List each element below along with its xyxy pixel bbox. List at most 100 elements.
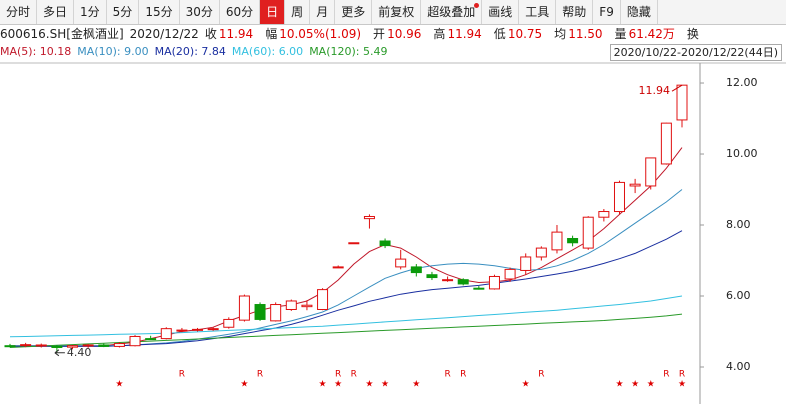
candle-body — [254, 304, 266, 320]
candle-body — [363, 215, 375, 220]
star-mark: ★ — [319, 380, 327, 390]
candle-body — [488, 275, 500, 290]
toolbar: 分时 多日 1分 5分 15分 30分 60分日周月更多 前复权 超级叠加 画线 工具 帮助 F9 隐藏 — [0, 0, 786, 25]
candle-body — [98, 344, 110, 347]
r-mark: R — [538, 370, 544, 380]
field-label: 量 — [614, 27, 627, 41]
candle-body — [582, 216, 594, 249]
toolbar-tab[interactable]: 分时 — [0, 0, 38, 24]
star-mark: ★ — [412, 380, 420, 390]
candle-body — [395, 258, 407, 268]
candle-body — [504, 268, 516, 280]
field-value: 11.94 — [447, 27, 482, 41]
quote-field: 高 11.94 — [433, 27, 487, 41]
field-label: 幅 — [265, 27, 278, 41]
star-mark: ★ — [240, 380, 248, 390]
y-tick-label: 6.00 — [726, 289, 751, 302]
field-value: 11.94 — [218, 27, 254, 41]
candle-body — [285, 300, 297, 310]
candle-body — [35, 344, 47, 347]
annotation: 4.40 — [67, 346, 92, 359]
annotation-arrow — [54, 349, 65, 357]
star-mark: ★ — [631, 380, 639, 390]
quote-date: 2020/12/22 — [129, 27, 199, 41]
toolbar-tab[interactable]: F9 — [593, 0, 621, 24]
ma-line — [10, 147, 683, 347]
date-range: 2020/10/22-2020/12/22(44日) — [609, 44, 782, 61]
toolbar-tab[interactable]: 前复权 — [372, 0, 422, 24]
y-tick-label: 12.00 — [726, 76, 758, 89]
quote-field: 均 11.50 — [554, 27, 608, 41]
star-mark: ★ — [615, 380, 623, 390]
quote-field: 低 10.75 — [494, 27, 548, 41]
candle-body — [4, 345, 16, 348]
toolbar-tab[interactable]: 1分 — [74, 0, 107, 24]
star-mark: ★ — [365, 380, 373, 390]
star-mark: ★ — [381, 380, 389, 390]
toolbar-tab[interactable]: 超级叠加 — [421, 0, 483, 24]
field-label: 高 — [433, 27, 446, 41]
field-value: 10.96 — [387, 27, 422, 41]
candle-body — [332, 266, 344, 269]
candle-body — [442, 279, 454, 282]
candle-body — [176, 329, 188, 332]
candle-body — [301, 304, 313, 308]
candle-body — [457, 279, 469, 285]
star-mark: ★ — [522, 380, 530, 390]
candle-body — [551, 231, 563, 251]
toolbar-tab[interactable]: 帮助 — [556, 0, 594, 24]
quote-info: 600616.SH[金枫酒业] 2020/12/22 收 11.94 幅 10.05%(1… — [0, 25, 713, 43]
quote-field: 收 11.94 — [205, 27, 259, 41]
toolbar-tab[interactable]: 更多 — [335, 0, 373, 24]
candle-body — [567, 238, 579, 244]
candle-body — [113, 343, 125, 347]
toolbar-tab[interactable]: 60分 — [220, 0, 261, 24]
toolbar-tab[interactable]: 月 — [310, 0, 336, 24]
star-mark: ★ — [334, 380, 342, 390]
annotation-line — [671, 84, 683, 92]
candle-body — [379, 240, 391, 247]
ma-line — [9, 313, 683, 348]
toolbar-tab[interactable]: 日 — [260, 0, 286, 24]
field-label: 低 — [493, 27, 506, 41]
candle-body — [660, 122, 672, 165]
field-label: 换 — [686, 27, 699, 41]
quote-field: 量 61.42万 — [615, 27, 681, 41]
candle-body — [613, 181, 625, 213]
r-mark: R — [179, 370, 185, 380]
quote-field: 开 10.96 — [373, 27, 427, 41]
candle-body — [270, 304, 282, 322]
candle-body — [67, 345, 79, 348]
candle-body — [676, 84, 688, 121]
candle-body — [317, 289, 329, 310]
toolbar-tab[interactable]: 5分 — [107, 0, 140, 24]
candle-body — [20, 344, 32, 347]
field-value: 61.42万 — [628, 27, 675, 41]
r-mark: R — [351, 370, 357, 380]
field-label: 均 — [554, 27, 567, 41]
toolbar-tab[interactable]: 15分 — [139, 0, 180, 24]
candle-body — [192, 328, 204, 331]
r-mark: R — [679, 370, 685, 380]
field-label: 收 — [204, 27, 217, 41]
toolbar-tab[interactable]: 周 — [285, 0, 311, 24]
candle-body — [207, 328, 219, 331]
candle-body — [238, 295, 250, 321]
toolbar-tab[interactable]: 隐藏 — [621, 0, 658, 24]
ma-legend: MA(5): 10.18 MA(10): 9.00 MA(20): 7.84 MA(6… — [0, 43, 393, 61]
candle-body — [645, 157, 657, 187]
annotation: 11.94 — [639, 84, 671, 97]
field-value: 10.75 — [507, 27, 543, 41]
toolbar-tab[interactable]: 工具 — [519, 0, 557, 24]
legend-entry: MA(20): 7.84 — [154, 45, 226, 58]
toolbar-tab[interactable]: 画线 — [482, 0, 520, 24]
toolbar-tab[interactable]: 30分 — [180, 0, 220, 24]
r-mark: R — [335, 370, 341, 380]
r-mark: R — [257, 370, 263, 380]
candle-body — [629, 183, 641, 187]
star-mark: ★ — [115, 380, 123, 390]
ma-line — [10, 189, 683, 347]
toolbar-tab[interactable]: 多日 — [37, 0, 75, 24]
quote-field: 换 — [687, 27, 707, 41]
